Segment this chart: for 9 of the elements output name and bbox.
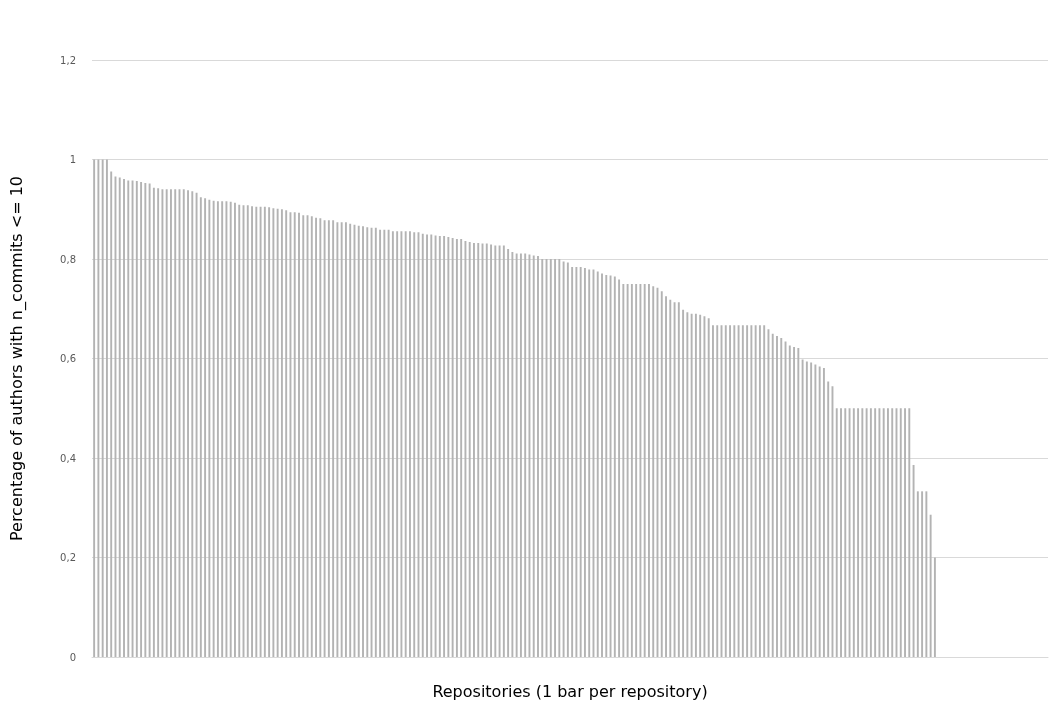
y-tick-label: 1,2 bbox=[60, 54, 76, 66]
x-axis-title: Repositories (1 bar per repository) bbox=[432, 681, 708, 701]
y-tick-label: 0,2 bbox=[60, 552, 76, 563]
y-tick-label: 1 bbox=[69, 154, 76, 165]
y-tick-label: 0,4 bbox=[60, 452, 76, 464]
y-tick-label: 0,8 bbox=[60, 253, 76, 265]
y-tick-label: 0,6 bbox=[60, 353, 76, 364]
y-axis-title: Percentage of authors with n_commits <= 10 bbox=[6, 175, 27, 542]
y-tick-label: 0 bbox=[69, 651, 76, 663]
